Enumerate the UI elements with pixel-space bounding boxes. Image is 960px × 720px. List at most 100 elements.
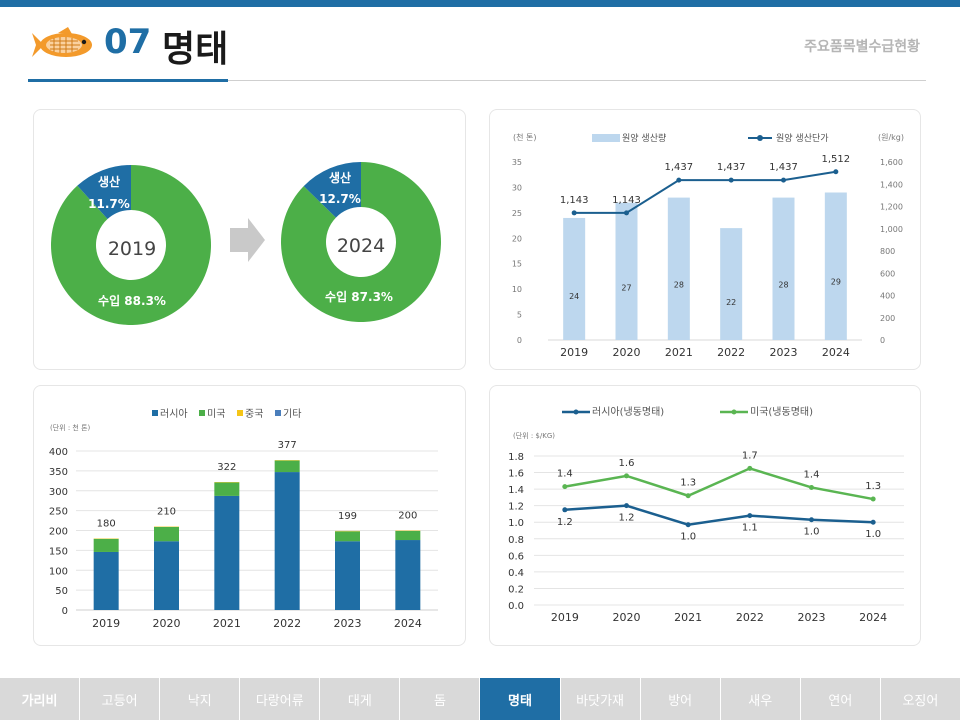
y-left-tick: 25 bbox=[512, 209, 522, 218]
price-point bbox=[562, 507, 568, 513]
y-tick: 0.2 bbox=[508, 584, 524, 595]
x-tick-label: 2020 bbox=[613, 611, 641, 624]
nav-item-11[interactable]: 오징어 bbox=[880, 678, 960, 720]
y-tick: 150 bbox=[49, 546, 68, 557]
donut-2019-prod-pct: 11.7% bbox=[88, 197, 130, 211]
y-tick: 400 bbox=[49, 447, 68, 458]
legend-label: 미국(냉동명태) bbox=[750, 406, 813, 418]
y-left-tick: 15 bbox=[512, 260, 522, 269]
legend-label-bars: 원양 생산량 bbox=[622, 132, 666, 144]
line-data-label: 1,512 bbox=[822, 154, 851, 165]
x-tick-label: 2023 bbox=[798, 611, 826, 624]
y-tick: 300 bbox=[49, 487, 68, 498]
line-data-label: 1,143 bbox=[612, 195, 641, 206]
section-number: 07 bbox=[104, 22, 152, 62]
stacked-bar-segment bbox=[214, 482, 240, 496]
y-tick: 0.0 bbox=[508, 601, 524, 612]
donut-2019: 2019 생산 11.7% 수입 88.3% bbox=[51, 165, 212, 325]
nav-item-10[interactable]: 연어 bbox=[800, 678, 881, 720]
nav-item-5[interactable]: 돔 bbox=[400, 678, 481, 720]
y-right-tick: 1,000 bbox=[880, 225, 903, 234]
donut-2024: 2024 생산 12.7% 수입 87.3% bbox=[281, 162, 441, 322]
nav-item-4[interactable]: 대게 bbox=[320, 678, 401, 720]
bar-data-label: 27 bbox=[621, 283, 631, 292]
y-left-tick: 35 bbox=[512, 158, 522, 167]
nav-item-0[interactable]: 가리비 bbox=[0, 678, 81, 720]
stacked-bar-segment bbox=[93, 538, 119, 552]
y-left-unit: (천 톤) bbox=[513, 132, 537, 142]
title-divider-accent bbox=[28, 79, 228, 82]
bar-production bbox=[772, 197, 795, 340]
total-label: 322 bbox=[217, 462, 236, 473]
fish-icon bbox=[32, 27, 92, 57]
price-point bbox=[624, 473, 629, 479]
page-subtitle: 주요품목별수급현황 bbox=[804, 39, 920, 55]
total-label: 180 bbox=[97, 518, 116, 529]
x-tick-label: 2023 bbox=[770, 346, 798, 359]
y-right-tick: 200 bbox=[880, 314, 895, 323]
line-point-unit-price bbox=[624, 210, 629, 216]
price-data-label: 1.1 bbox=[742, 523, 758, 534]
price-point bbox=[870, 519, 876, 525]
bar-data-label: 29 bbox=[831, 277, 841, 286]
production-chart: (천 톤) (원/kg) 0 5 10 15 20 25 30 35 0 200 400 600 800 1,… bbox=[512, 132, 904, 359]
nav-item-7[interactable]: 바닷가재 bbox=[560, 678, 641, 720]
legend-swatch bbox=[237, 410, 243, 416]
y-left-tick: 10 bbox=[512, 285, 522, 294]
unit-label: (단위 : $/KG) bbox=[513, 431, 555, 440]
nav-item-8[interactable]: 방어 bbox=[640, 678, 721, 720]
nav-item-9[interactable]: 새우 bbox=[720, 678, 801, 720]
bar-data-label: 28 bbox=[674, 280, 684, 289]
import-chart-panel: (단위 : 천 톤) 0 50 100 150 200 250 300 350 400 러시아 미국 중… bbox=[33, 385, 466, 646]
y-tick: 350 bbox=[49, 467, 68, 478]
line-data-label: 1,143 bbox=[560, 195, 589, 206]
y-left-tick: 30 bbox=[512, 183, 522, 192]
y-right-tick: 600 bbox=[880, 269, 895, 278]
total-label: 199 bbox=[338, 511, 357, 522]
x-tick-label: 2022 bbox=[717, 346, 745, 359]
y-left-tick: 20 bbox=[512, 234, 522, 243]
price-point bbox=[747, 465, 753, 471]
bar-data-label: 24 bbox=[569, 292, 579, 301]
y-tick: 1.2 bbox=[508, 502, 524, 513]
y-tick: 1.4 bbox=[508, 485, 524, 496]
y-left-tick: 0 bbox=[517, 336, 522, 345]
price-data-label: 1.0 bbox=[680, 532, 696, 543]
stacked-bar-segment bbox=[214, 495, 240, 610]
nav-item-2[interactable]: 낙지 bbox=[160, 678, 241, 720]
unit-label: (단위 : 천 톤) bbox=[50, 423, 91, 432]
y-right-tick: 1,400 bbox=[880, 180, 903, 189]
import-stacked-chart: (단위 : 천 톤) 0 50 100 150 200 250 300 350 400 러시아 미국 중… bbox=[49, 408, 438, 630]
x-tick-label: 2024 bbox=[394, 617, 422, 630]
x-tick-label: 2022 bbox=[273, 617, 301, 630]
x-tick-label: 2024 bbox=[859, 611, 887, 624]
line-point-unit-price bbox=[833, 169, 839, 175]
x-tick-label: 2019 bbox=[560, 346, 588, 359]
donut-2024-year: 2024 bbox=[337, 235, 385, 257]
legend-swatch bbox=[275, 410, 281, 416]
nav-item-1[interactable]: 고등어 bbox=[80, 678, 161, 720]
price-data-label: 1.0 bbox=[865, 529, 881, 540]
y-tick: 1.0 bbox=[508, 518, 524, 529]
price-point bbox=[562, 484, 568, 490]
price-chart-panel: (단위 : $/KG) 0.0 0.2 0.4 0.6 0.8 1.0 1.2 1.4 1.6 1.… bbox=[489, 385, 921, 646]
y-tick: 0.8 bbox=[508, 535, 524, 546]
stacked-bar-segment bbox=[274, 460, 300, 473]
x-tick-label: 2020 bbox=[613, 346, 641, 359]
y-tick: 50 bbox=[55, 586, 68, 597]
stacked-bar-segment bbox=[335, 531, 360, 542]
line-data-label: 1,437 bbox=[665, 162, 694, 173]
donut-2019-production-slice bbox=[77, 165, 131, 220]
title-divider bbox=[28, 80, 926, 81]
price-data-label: 1.6 bbox=[619, 458, 635, 469]
price-data-label: 1.4 bbox=[557, 469, 573, 480]
nav-item-3[interactable]: 다랑어류 bbox=[240, 678, 321, 720]
x-tick-label: 2019 bbox=[92, 617, 120, 630]
nav-item-6[interactable]: 명태 bbox=[480, 678, 561, 720]
donut-2019-prod-label: 생산 bbox=[98, 174, 120, 189]
y-tick: 100 bbox=[49, 566, 68, 577]
stacked-bar-segment bbox=[395, 530, 421, 541]
y-tick: 0 bbox=[62, 606, 68, 617]
stacked-bar-segment bbox=[395, 540, 421, 610]
legend-swatch-bars bbox=[592, 134, 620, 142]
